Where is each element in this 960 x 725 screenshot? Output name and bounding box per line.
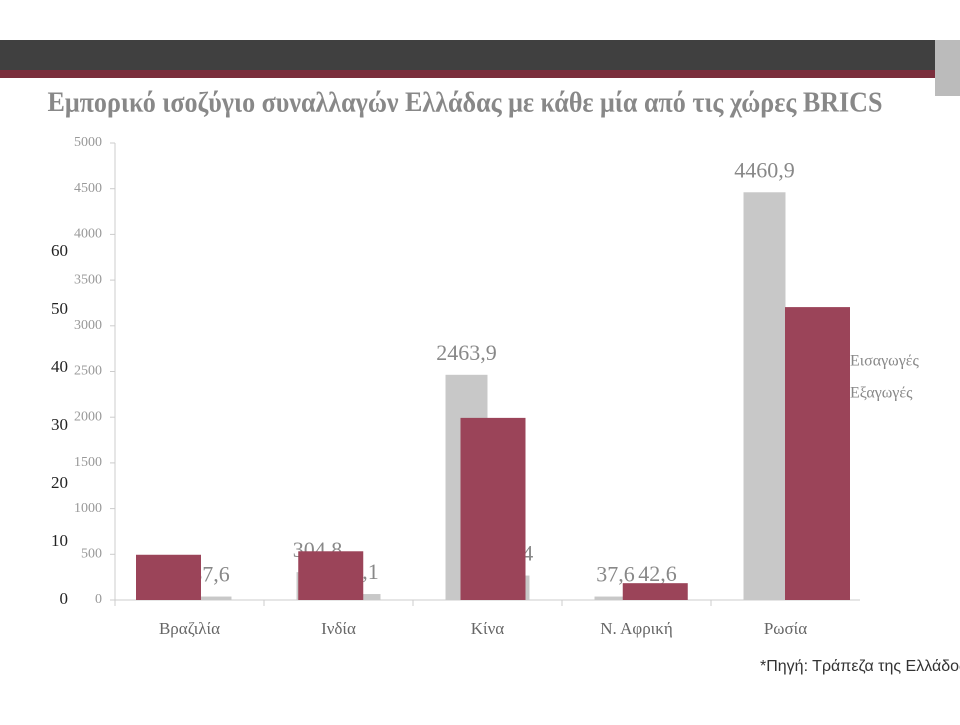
x-tick-label: Βραζιλία (159, 619, 220, 638)
bar (785, 307, 850, 600)
y-tick-label: 2000 (74, 409, 102, 424)
y2-tick-label: 60 (51, 241, 68, 260)
bar (743, 192, 786, 600)
y-tick-label: 2500 (74, 364, 102, 379)
chart-title: Εμπορικό ισοζύγιο συναλλαγών Ελλάδας με … (48, 87, 883, 118)
x-tick-label: Κίνα (471, 619, 505, 638)
y-tick-label: 3000 (74, 318, 102, 333)
y-tick-label: 1000 (74, 501, 102, 516)
bar (594, 596, 637, 600)
y-tick-label: 0 (95, 592, 102, 607)
source: *Πηγή: Τράπεζα της Ελλάδος (760, 658, 960, 675)
y-tick-label: 1500 (74, 455, 102, 470)
bar (189, 596, 232, 600)
bar (622, 583, 688, 600)
bar (298, 551, 364, 600)
y2-tick-label: 50 (51, 299, 68, 318)
y-tick-label: 4000 (74, 227, 102, 242)
data-label: 2463,9 (436, 340, 497, 365)
y-tick-label: 3500 (74, 272, 102, 287)
legend-label: Εισαγωγές (850, 353, 919, 370)
data-label: 42,6 (638, 561, 677, 586)
y-tick-label: 4500 (74, 181, 102, 196)
y2-tick-label: 30 (51, 415, 68, 434)
header-stripe (0, 70, 960, 78)
y-tick-label: 5000 (74, 135, 102, 150)
x-tick-label: Ρωσία (764, 619, 807, 638)
y2-tick-label: 0 (60, 589, 69, 608)
x-tick-label: Ινδία (321, 619, 356, 638)
y2-tick-label: 40 (51, 357, 68, 376)
bar (460, 417, 526, 600)
header-bar (0, 40, 960, 70)
x-tick-label: Ν. Αφρική (600, 619, 672, 638)
y-tick-label: 500 (81, 547, 102, 562)
legend-label: Εξαγωγές (850, 385, 913, 402)
data-label: 37,6 (596, 562, 635, 587)
y2-tick-label: 10 (51, 531, 68, 550)
bar (136, 554, 201, 600)
data-label: 4460,9 (734, 157, 795, 182)
y2-tick-label: 20 (51, 473, 68, 492)
header-corner (935, 40, 960, 96)
